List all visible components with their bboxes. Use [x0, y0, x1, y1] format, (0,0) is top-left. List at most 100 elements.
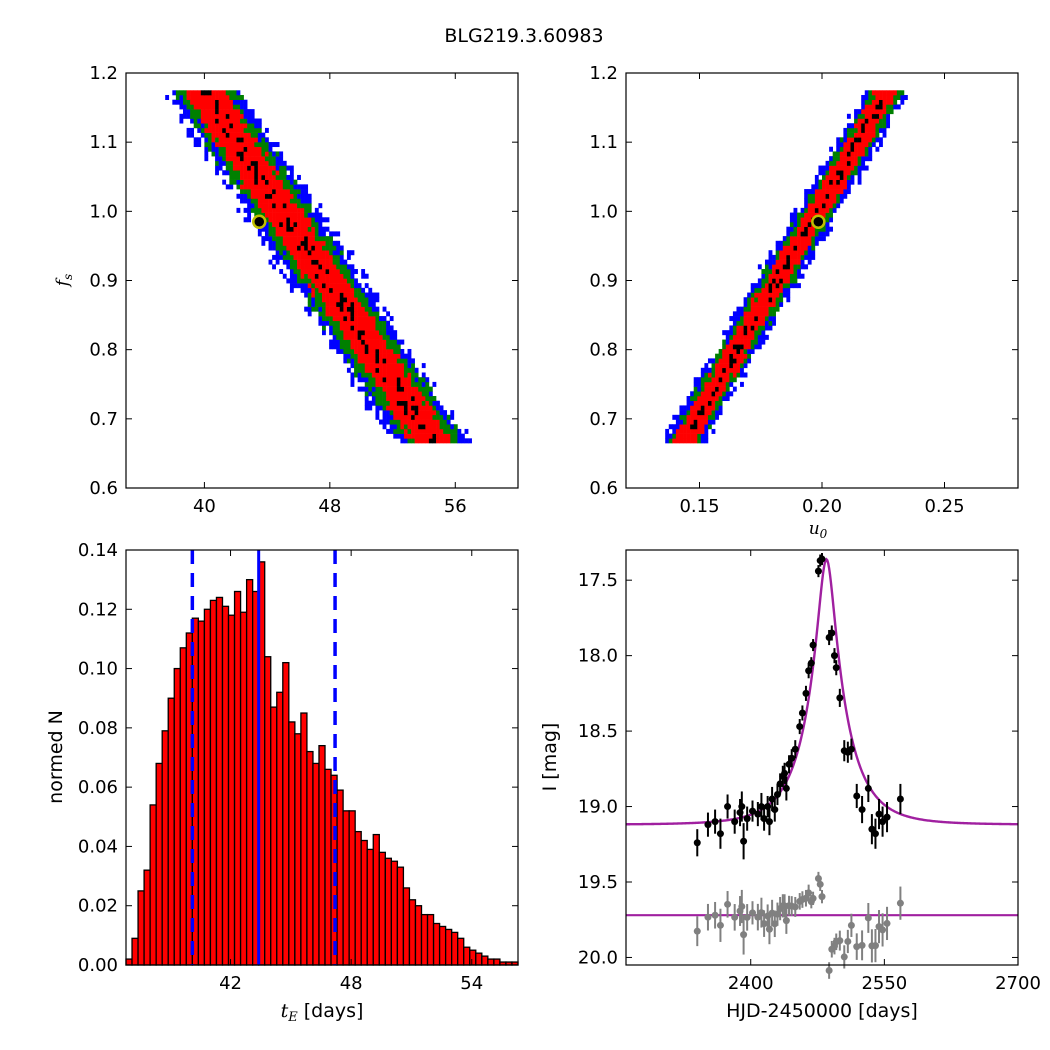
posterior-cell — [421, 386, 426, 392]
histogram-bar — [463, 946, 471, 966]
posterior-cell — [268, 236, 273, 242]
posterior-cell — [718, 400, 723, 406]
posterior-cell — [761, 316, 766, 322]
posterior-cell — [272, 179, 276, 185]
posterior-cell — [286, 212, 291, 218]
posterior-cell — [861, 146, 866, 152]
posterior-cell — [190, 109, 195, 115]
posterior-cell — [861, 94, 866, 100]
posterior-cell — [225, 146, 230, 152]
posterior-cell — [768, 273, 773, 279]
y-tick-label: 0.00 — [78, 955, 118, 976]
posterior-cell — [797, 259, 801, 265]
posterior-cell — [339, 287, 344, 293]
posterior-cell — [704, 381, 709, 387]
posterior-cell — [861, 165, 866, 171]
posterior-cell — [275, 198, 280, 204]
posterior-cell — [286, 207, 291, 213]
posterior-cell — [354, 367, 358, 373]
posterior-cell — [672, 424, 677, 430]
posterior-cell — [207, 99, 212, 105]
posterior-cell — [418, 410, 423, 416]
posterior-cell — [793, 231, 798, 237]
posterior-cell — [786, 254, 791, 260]
posterior-cell — [300, 236, 305, 242]
posterior-cell — [204, 113, 209, 119]
posterior-cell — [218, 151, 223, 157]
posterior-cell — [446, 433, 451, 439]
posterior-cell — [393, 391, 398, 397]
posterior-cell — [740, 330, 744, 336]
posterior-cell — [732, 311, 737, 317]
posterior-cell — [718, 348, 723, 354]
posterior-cell — [871, 118, 876, 124]
posterior-cell — [250, 198, 255, 204]
posterior-cell — [325, 264, 330, 270]
posterior-cell — [736, 306, 741, 312]
posterior-cell — [800, 240, 805, 246]
posterior-cell — [343, 320, 348, 326]
posterior-cell — [396, 344, 401, 350]
posterior-cell — [250, 184, 255, 190]
posterior-cell — [764, 259, 769, 265]
posterior-cell — [368, 372, 373, 378]
posterior-cell — [268, 189, 273, 195]
posterior-cell — [782, 240, 787, 246]
posterior-cell — [207, 146, 212, 152]
posterior-cell — [436, 400, 440, 406]
posterior-cell — [775, 287, 780, 293]
posterior-cell — [268, 184, 273, 190]
posterior-cell — [782, 278, 787, 284]
posterior-cell — [332, 231, 337, 237]
posterior-cell — [704, 400, 709, 406]
posterior-cell — [871, 113, 876, 119]
y-axis-label: normed N — [45, 710, 67, 804]
posterior-cell — [297, 236, 301, 242]
posterior-cell — [240, 104, 244, 110]
posterior-cell — [843, 132, 848, 138]
posterior-cell — [882, 104, 887, 110]
posterior-cell — [822, 193, 826, 199]
posterior-cell — [336, 283, 341, 289]
posterior-cell — [889, 109, 894, 115]
posterior-cell — [304, 254, 309, 260]
posterior-cell — [403, 377, 408, 383]
posterior-cell — [779, 292, 784, 298]
posterior-cell — [254, 207, 259, 213]
posterior-cell — [322, 254, 326, 260]
posterior-cell — [357, 344, 362, 350]
posterior-cell — [772, 306, 776, 312]
posterior-cell — [350, 325, 355, 331]
posterior-cell — [382, 358, 387, 364]
posterior-cell — [346, 273, 351, 279]
posterior-cell — [700, 405, 705, 411]
posterior-cell — [297, 198, 301, 204]
posterior-cell — [893, 104, 898, 110]
posterior-cell — [382, 353, 387, 359]
posterior-cell — [871, 99, 876, 105]
posterior-cell — [289, 174, 294, 180]
posterior-cell — [764, 320, 769, 326]
histogram-bar — [493, 958, 501, 966]
posterior-cell — [743, 334, 748, 340]
posterior-cell — [396, 396, 401, 402]
posterior-cell — [811, 254, 816, 260]
posterior-cell — [407, 424, 412, 430]
posterior-cell — [836, 198, 841, 204]
posterior-cell — [740, 334, 744, 340]
posterior-cell — [300, 240, 305, 246]
residual-point — [740, 931, 748, 939]
posterior-cell — [804, 226, 809, 232]
posterior-cell — [428, 410, 433, 416]
posterior-cell — [225, 170, 230, 176]
posterior-cell — [361, 330, 366, 336]
posterior-cell — [754, 301, 759, 307]
posterior-cell — [346, 283, 351, 289]
posterior-cell — [743, 339, 748, 345]
posterior-cell — [261, 165, 266, 171]
posterior-cell — [772, 278, 776, 284]
posterior-cell — [428, 405, 433, 411]
posterior-cell — [318, 269, 323, 275]
posterior-cell — [247, 156, 252, 162]
posterior-cell — [322, 259, 326, 265]
